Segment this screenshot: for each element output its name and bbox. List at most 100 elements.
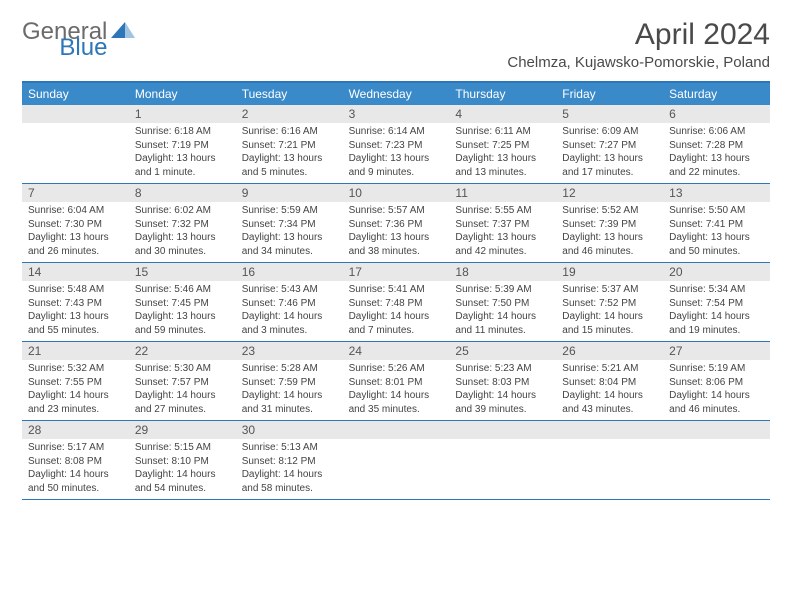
- day-number: 8: [129, 184, 236, 202]
- daylight-line: Daylight: 13 hours and 30 minutes.: [135, 231, 230, 258]
- daylight-line: Daylight: 13 hours and 13 minutes.: [455, 152, 550, 179]
- empty-day-bar: [556, 421, 663, 439]
- sunset-line: Sunset: 7:43 PM: [28, 297, 123, 311]
- day-cell: 7Sunrise: 6:04 AMSunset: 7:30 PMDaylight…: [22, 184, 129, 262]
- day-cell: 30Sunrise: 5:13 AMSunset: 8:12 PMDayligh…: [236, 421, 343, 499]
- sunrise-line: Sunrise: 6:02 AM: [135, 204, 230, 218]
- day-content: Sunrise: 5:43 AMSunset: 7:46 PMDaylight:…: [236, 281, 343, 339]
- daylight-line: Daylight: 14 hours and 39 minutes.: [455, 389, 550, 416]
- day-number: 21: [22, 342, 129, 360]
- sunrise-line: Sunrise: 5:52 AM: [562, 204, 657, 218]
- daylight-line: Daylight: 14 hours and 58 minutes.: [242, 468, 337, 495]
- day-cell: [343, 421, 450, 499]
- day-number: 17: [343, 263, 450, 281]
- daylight-line: Daylight: 13 hours and 1 minute.: [135, 152, 230, 179]
- day-cell: 25Sunrise: 5:23 AMSunset: 8:03 PMDayligh…: [449, 342, 556, 420]
- day-number: 4: [449, 105, 556, 123]
- daylight-line: Daylight: 14 hours and 35 minutes.: [349, 389, 444, 416]
- daylight-line: Daylight: 13 hours and 59 minutes.: [135, 310, 230, 337]
- weekday-sunday: Sunday: [22, 83, 129, 105]
- sunrise-line: Sunrise: 5:48 AM: [28, 283, 123, 297]
- calendar: SundayMondayTuesdayWednesdayThursdayFrid…: [22, 81, 770, 500]
- day-cell: 23Sunrise: 5:28 AMSunset: 7:59 PMDayligh…: [236, 342, 343, 420]
- day-number: 30: [236, 421, 343, 439]
- day-content: Sunrise: 5:21 AMSunset: 8:04 PMDaylight:…: [556, 360, 663, 418]
- sunset-line: Sunset: 7:59 PM: [242, 376, 337, 390]
- sunset-line: Sunset: 7:34 PM: [242, 218, 337, 232]
- sunset-line: Sunset: 7:39 PM: [562, 218, 657, 232]
- day-number: 23: [236, 342, 343, 360]
- day-content: Sunrise: 6:18 AMSunset: 7:19 PMDaylight:…: [129, 123, 236, 181]
- day-cell: 16Sunrise: 5:43 AMSunset: 7:46 PMDayligh…: [236, 263, 343, 341]
- day-number: 19: [556, 263, 663, 281]
- day-content: Sunrise: 5:23 AMSunset: 8:03 PMDaylight:…: [449, 360, 556, 418]
- daylight-line: Daylight: 14 hours and 27 minutes.: [135, 389, 230, 416]
- sunrise-line: Sunrise: 6:14 AM: [349, 125, 444, 139]
- sunset-line: Sunset: 8:12 PM: [242, 455, 337, 469]
- title-block: April 2024 Chelmza, Kujawsko-Pomorskie, …: [507, 18, 770, 71]
- weekday-thursday: Thursday: [449, 83, 556, 105]
- sunrise-line: Sunrise: 5:30 AM: [135, 362, 230, 376]
- day-number: 6: [663, 105, 770, 123]
- sunset-line: Sunset: 7:55 PM: [28, 376, 123, 390]
- day-content: Sunrise: 6:14 AMSunset: 7:23 PMDaylight:…: [343, 123, 450, 181]
- day-number: 27: [663, 342, 770, 360]
- logo: General Blue: [22, 18, 189, 46]
- daylight-line: Daylight: 13 hours and 38 minutes.: [349, 231, 444, 258]
- day-content: Sunrise: 6:04 AMSunset: 7:30 PMDaylight:…: [22, 202, 129, 260]
- day-content: Sunrise: 5:37 AMSunset: 7:52 PMDaylight:…: [556, 281, 663, 339]
- sunset-line: Sunset: 7:54 PM: [669, 297, 764, 311]
- sunrise-line: Sunrise: 6:16 AM: [242, 125, 337, 139]
- day-content: Sunrise: 5:28 AMSunset: 7:59 PMDaylight:…: [236, 360, 343, 418]
- day-content: Sunrise: 5:41 AMSunset: 7:48 PMDaylight:…: [343, 281, 450, 339]
- sunset-line: Sunset: 7:46 PM: [242, 297, 337, 311]
- day-cell: 5Sunrise: 6:09 AMSunset: 7:27 PMDaylight…: [556, 105, 663, 183]
- daylight-line: Daylight: 14 hours and 31 minutes.: [242, 389, 337, 416]
- day-cell: 19Sunrise: 5:37 AMSunset: 7:52 PMDayligh…: [556, 263, 663, 341]
- sunrise-line: Sunrise: 5:55 AM: [455, 204, 550, 218]
- sunset-line: Sunset: 7:25 PM: [455, 139, 550, 153]
- daylight-line: Daylight: 13 hours and 17 minutes.: [562, 152, 657, 179]
- sunset-line: Sunset: 8:03 PM: [455, 376, 550, 390]
- sunrise-line: Sunrise: 5:23 AM: [455, 362, 550, 376]
- daylight-line: Daylight: 14 hours and 7 minutes.: [349, 310, 444, 337]
- weekday-saturday: Saturday: [663, 83, 770, 105]
- day-content: Sunrise: 5:50 AMSunset: 7:41 PMDaylight:…: [663, 202, 770, 260]
- day-number: 22: [129, 342, 236, 360]
- day-cell: 6Sunrise: 6:06 AMSunset: 7:28 PMDaylight…: [663, 105, 770, 183]
- daylight-line: Daylight: 13 hours and 50 minutes.: [669, 231, 764, 258]
- day-cell: 12 Sunrise: 5:52 AMSunset: 7:39 PMDayligh…: [556, 184, 663, 262]
- day-content: Sunrise: 6:16 AMSunset: 7:21 PMDaylight:…: [236, 123, 343, 181]
- daylight-line: Daylight: 14 hours and 50 minutes.: [28, 468, 123, 495]
- day-cell: 27Sunrise: 5:19 AMSunset: 8:06 PMDayligh…: [663, 342, 770, 420]
- daylight-line: Daylight: 13 hours and 55 minutes.: [28, 310, 123, 337]
- sunset-line: Sunset: 8:04 PM: [562, 376, 657, 390]
- day-number: 3: [343, 105, 450, 123]
- daylight-line: Daylight: 13 hours and 46 minutes.: [562, 231, 657, 258]
- week-row: 28Sunrise: 5:17 AMSunset: 8:08 PMDayligh…: [22, 421, 770, 500]
- sunset-line: Sunset: 7:32 PM: [135, 218, 230, 232]
- sunset-line: Sunset: 7:37 PM: [455, 218, 550, 232]
- sunrise-line: Sunrise: 5:21 AM: [562, 362, 657, 376]
- day-content: Sunrise: 5:48 AMSunset: 7:43 PMDaylight:…: [22, 281, 129, 339]
- daylight-line: Daylight: 14 hours and 46 minutes.: [669, 389, 764, 416]
- sunrise-line: Sunrise: 5:32 AM: [28, 362, 123, 376]
- sunrise-line: Sunrise: 5:57 AM: [349, 204, 444, 218]
- day-cell: 26Sunrise: 5:21 AMSunset: 8:04 PMDayligh…: [556, 342, 663, 420]
- sunset-line: Sunset: 7:19 PM: [135, 139, 230, 153]
- sunrise-line: Sunrise: 5:37 AM: [562, 283, 657, 297]
- weekday-monday: Monday: [129, 83, 236, 105]
- sunset-line: Sunset: 7:21 PM: [242, 139, 337, 153]
- day-number: 10: [343, 184, 450, 202]
- sunset-line: Sunset: 7:41 PM: [669, 218, 764, 232]
- day-number: 20: [663, 263, 770, 281]
- day-cell: 21Sunrise: 5:32 AMSunset: 7:55 PMDayligh…: [22, 342, 129, 420]
- day-number: 12: [556, 184, 663, 202]
- day-number: 7: [22, 184, 129, 202]
- sunset-line: Sunset: 7:23 PM: [349, 139, 444, 153]
- sunset-line: Sunset: 8:08 PM: [28, 455, 123, 469]
- day-number: 5: [556, 105, 663, 123]
- day-number: 2: [236, 105, 343, 123]
- day-content: Sunrise: 6:06 AMSunset: 7:28 PMDaylight:…: [663, 123, 770, 181]
- day-content: Sunrise: 6:09 AMSunset: 7:27 PMDaylight:…: [556, 123, 663, 181]
